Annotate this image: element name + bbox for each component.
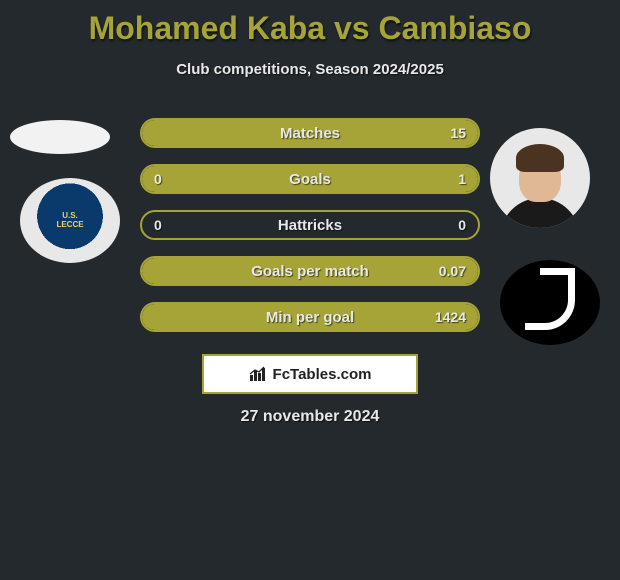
stat-right-value: 15 <box>450 125 466 141</box>
right-player-avatar <box>490 128 590 228</box>
subtitle: Club competitions, Season 2024/2025 <box>0 61 620 78</box>
stat-right-value: 0.07 <box>439 263 466 279</box>
stat-right-value: 1424 <box>435 309 466 325</box>
stat-label: Goals <box>289 171 331 188</box>
left-player-avatar <box>10 120 110 154</box>
stat-row: 0 Goals 1 <box>140 164 480 194</box>
stat-label: Matches <box>280 125 340 142</box>
page-title: Mohamed Kaba vs Cambiaso <box>0 0 620 47</box>
juventus-logo-icon <box>525 275 575 330</box>
stat-row: Goals per match 0.07 <box>140 256 480 286</box>
stat-left-value: 0 <box>154 217 162 233</box>
date-line: 27 november 2024 <box>0 408 620 426</box>
right-club-badge <box>500 260 600 345</box>
stat-label: Min per goal <box>266 309 354 326</box>
stats-container: Matches 15 0 Goals 1 0 Hattricks 0 Goals per mat… <box>140 118 480 348</box>
stat-label: Hattricks <box>278 217 342 234</box>
footer-site-label: FcTables.com <box>273 366 372 383</box>
stat-row: 0 Hattricks 0 <box>140 210 480 240</box>
footer-badge: FcTables.com <box>202 354 418 394</box>
stat-right-value: 0 <box>458 217 466 233</box>
left-club-label: U.S.LECCE <box>56 212 83 230</box>
stat-row: Matches 15 <box>140 118 480 148</box>
stat-row: Min per goal 1424 <box>140 302 480 332</box>
left-club-badge: U.S.LECCE <box>20 178 120 263</box>
stat-label: Goals per match <box>251 263 369 280</box>
stat-right-value: 1 <box>458 171 466 187</box>
stat-left-value: 0 <box>154 171 162 187</box>
bar-chart-icon <box>249 366 267 382</box>
